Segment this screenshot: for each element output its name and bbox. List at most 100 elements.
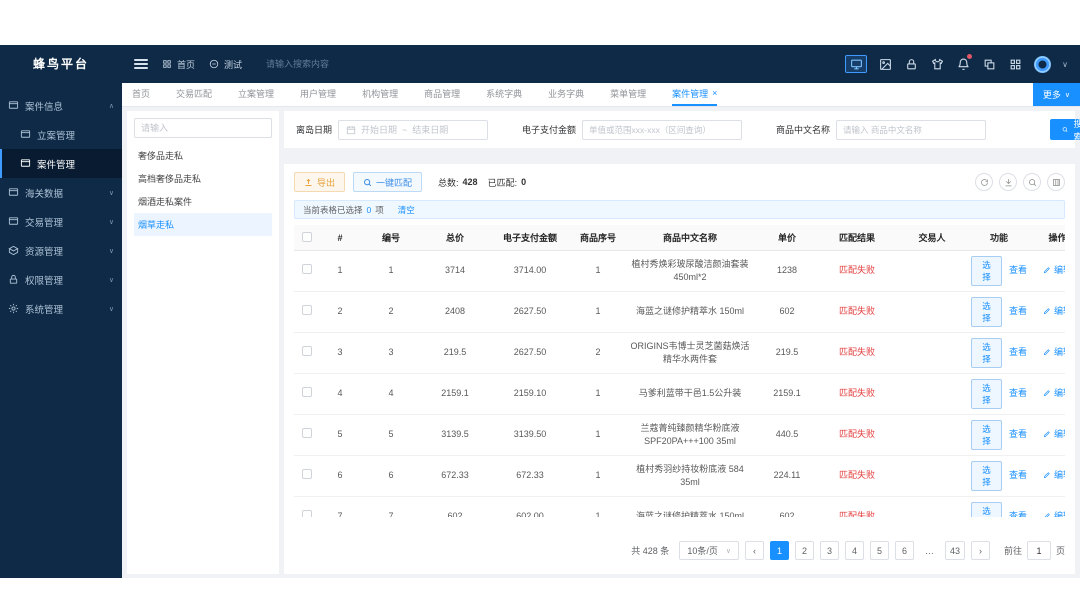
select-button[interactable]: 选择 (971, 256, 1002, 286)
page-button-3[interactable]: 3 (819, 541, 839, 560)
sidebar-item-交易管理[interactable]: 交易管理 ∨ (0, 207, 122, 236)
cell-goods-name: 海蓝之谜修护精萃水 150ml (624, 291, 756, 333)
topbar-nav-测试[interactable]: 测试 (209, 58, 242, 71)
layers-icon[interactable] (982, 57, 997, 72)
page-size-select[interactable]: 10条/页 ∨ (679, 541, 739, 560)
select-all-checkbox[interactable] (302, 231, 312, 242)
row-checkbox[interactable] (302, 386, 312, 397)
category-item-奢侈品走私[interactable]: 奢侈品走私 (138, 151, 184, 161)
page-button-6[interactable]: 6 (894, 541, 914, 560)
more-tabs-button[interactable]: 更多 ∨ (1032, 83, 1080, 106)
tab-商品管理[interactable]: 商品管理 (424, 83, 460, 106)
tab-立案管理[interactable]: 立案管理 (238, 83, 274, 106)
column-header: 操作 (1030, 225, 1065, 251)
select-button[interactable]: 选择 (971, 502, 1002, 517)
page-button-1[interactable]: 1 (769, 541, 789, 560)
grid-icon (162, 59, 172, 69)
cell-no: 6 (360, 455, 422, 497)
avatar[interactable] (1034, 55, 1052, 73)
category-search-input[interactable] (134, 118, 272, 138)
sidebar-subitem-案件管理[interactable]: 案件管理 (0, 149, 122, 178)
sidebar-subitem-立案管理[interactable]: 立案管理 (0, 120, 122, 149)
pencil-icon (1043, 471, 1051, 479)
edit-link[interactable]: 编辑 (1043, 428, 1065, 441)
topbar-right-icons: ∨ (845, 53, 1068, 73)
sidebar-subitem-label: 案件管理 (37, 159, 76, 171)
tab-业务字典[interactable]: 业务字典 (548, 83, 584, 106)
tab-机构管理[interactable]: 机构管理 (362, 83, 398, 106)
select-button[interactable]: 选择 (971, 379, 1002, 409)
refresh-icon[interactable] (975, 173, 993, 191)
table-scroll-area[interactable]: # 编号 总价 电子支付金额 商品序号 商品中文名称 单价 匹配结果 交易人 功能 操作 1 1 371… (294, 225, 1065, 517)
row-checkbox[interactable] (302, 263, 312, 274)
jump-page-input[interactable] (1026, 541, 1051, 560)
row-checkbox[interactable] (302, 304, 312, 315)
tab-系统字典[interactable]: 系统字典 (486, 83, 522, 106)
category-item-烟草走私[interactable]: 烟草走私 (134, 213, 272, 236)
amount-input[interactable] (582, 119, 743, 140)
select-button[interactable]: 选择 (971, 420, 1002, 450)
view-link[interactable]: 查看 (1008, 511, 1027, 517)
sidebar-item-权限管理[interactable]: 权限管理 ∨ (0, 265, 122, 294)
clear-selection-link[interactable]: 清空 (397, 204, 415, 215)
quick-match-button[interactable]: 一键匹配 (353, 172, 423, 192)
zoom-icon[interactable] (1023, 173, 1041, 191)
global-search-input[interactable] (266, 59, 387, 69)
sidebar-item-资源管理[interactable]: 资源管理 ∨ (0, 236, 122, 265)
tab-案件管理[interactable]: 案件管理 × (672, 83, 718, 106)
lock-icon[interactable] (904, 57, 919, 72)
category-item-烟酒走私案件[interactable]: 烟酒走私案件 (138, 197, 193, 207)
export-button[interactable]: 导出 (294, 172, 346, 192)
chevron-down-icon: ∨ (108, 247, 114, 255)
chevron-down-icon[interactable]: ∨ (1062, 59, 1068, 69)
page-button-43[interactable]: 43 (944, 541, 965, 560)
edit-link[interactable]: 编辑 (1043, 510, 1065, 517)
close-icon[interactable]: × (712, 88, 718, 98)
page-button-2[interactable]: 2 (794, 541, 814, 560)
sidebar-item-案件信息[interactable]: 案件信息 ∧ (0, 91, 122, 120)
theme-icon[interactable] (930, 57, 945, 72)
select-button[interactable]: 选择 (971, 297, 1002, 327)
tab-交易匹配[interactable]: 交易匹配 (176, 83, 212, 106)
view-link[interactable]: 查看 (1008, 388, 1027, 399)
tab-label: 菜单管理 (610, 89, 647, 99)
column-settings-icon[interactable] (1047, 173, 1065, 191)
view-link[interactable]: 查看 (1008, 347, 1027, 358)
notification-icon[interactable] (956, 53, 973, 72)
tab-用户管理[interactable]: 用户管理 (300, 83, 336, 106)
edit-link[interactable]: 编辑 (1043, 387, 1065, 400)
edit-link[interactable]: 编辑 (1043, 264, 1065, 277)
page-button-4[interactable]: 4 (844, 541, 864, 560)
hamburger-menu-icon[interactable] (134, 59, 148, 69)
screenshot-icon[interactable] (878, 57, 893, 72)
select-button[interactable]: 选择 (971, 338, 1002, 368)
row-checkbox[interactable] (302, 345, 312, 356)
goods-name-input[interactable] (836, 119, 987, 140)
selection-suffix: 项 (375, 204, 384, 215)
view-link[interactable]: 查看 (1008, 306, 1027, 317)
row-checkbox[interactable] (302, 509, 312, 517)
tab-菜单管理[interactable]: 菜单管理 (610, 83, 646, 106)
download-icon[interactable] (999, 173, 1017, 191)
edit-link[interactable]: 编辑 (1043, 469, 1065, 482)
edit-link[interactable]: 编辑 (1043, 346, 1065, 359)
topbar-nav-首页[interactable]: 首页 (162, 58, 195, 71)
view-link[interactable]: 查看 (1008, 265, 1027, 276)
category-item-高档奢侈品走私[interactable]: 高档奢侈品走私 (138, 174, 202, 184)
view-link[interactable]: 查看 (1008, 429, 1027, 440)
monitor-icon[interactable] (845, 55, 868, 73)
search-button[interactable]: 搜索 (1050, 119, 1080, 142)
next-page-button[interactable]: › (970, 541, 990, 560)
page-button-5[interactable]: 5 (869, 541, 889, 560)
view-link[interactable]: 查看 (1008, 470, 1027, 481)
row-checkbox[interactable] (302, 468, 312, 479)
apps-icon[interactable] (1008, 57, 1023, 72)
prev-page-button[interactable]: ‹ (744, 541, 764, 560)
row-checkbox[interactable] (302, 427, 312, 438)
tab-首页[interactable]: 首页 (132, 83, 150, 106)
select-button[interactable]: 选择 (971, 461, 1002, 491)
date-range-picker[interactable]: 开始日期 ~ 结束日期 (338, 119, 489, 140)
sidebar-item-海关数据[interactable]: 海关数据 ∨ (0, 178, 122, 207)
edit-link[interactable]: 编辑 (1043, 305, 1065, 318)
sidebar-item-系统管理[interactable]: 系统管理 ∨ (0, 294, 122, 323)
